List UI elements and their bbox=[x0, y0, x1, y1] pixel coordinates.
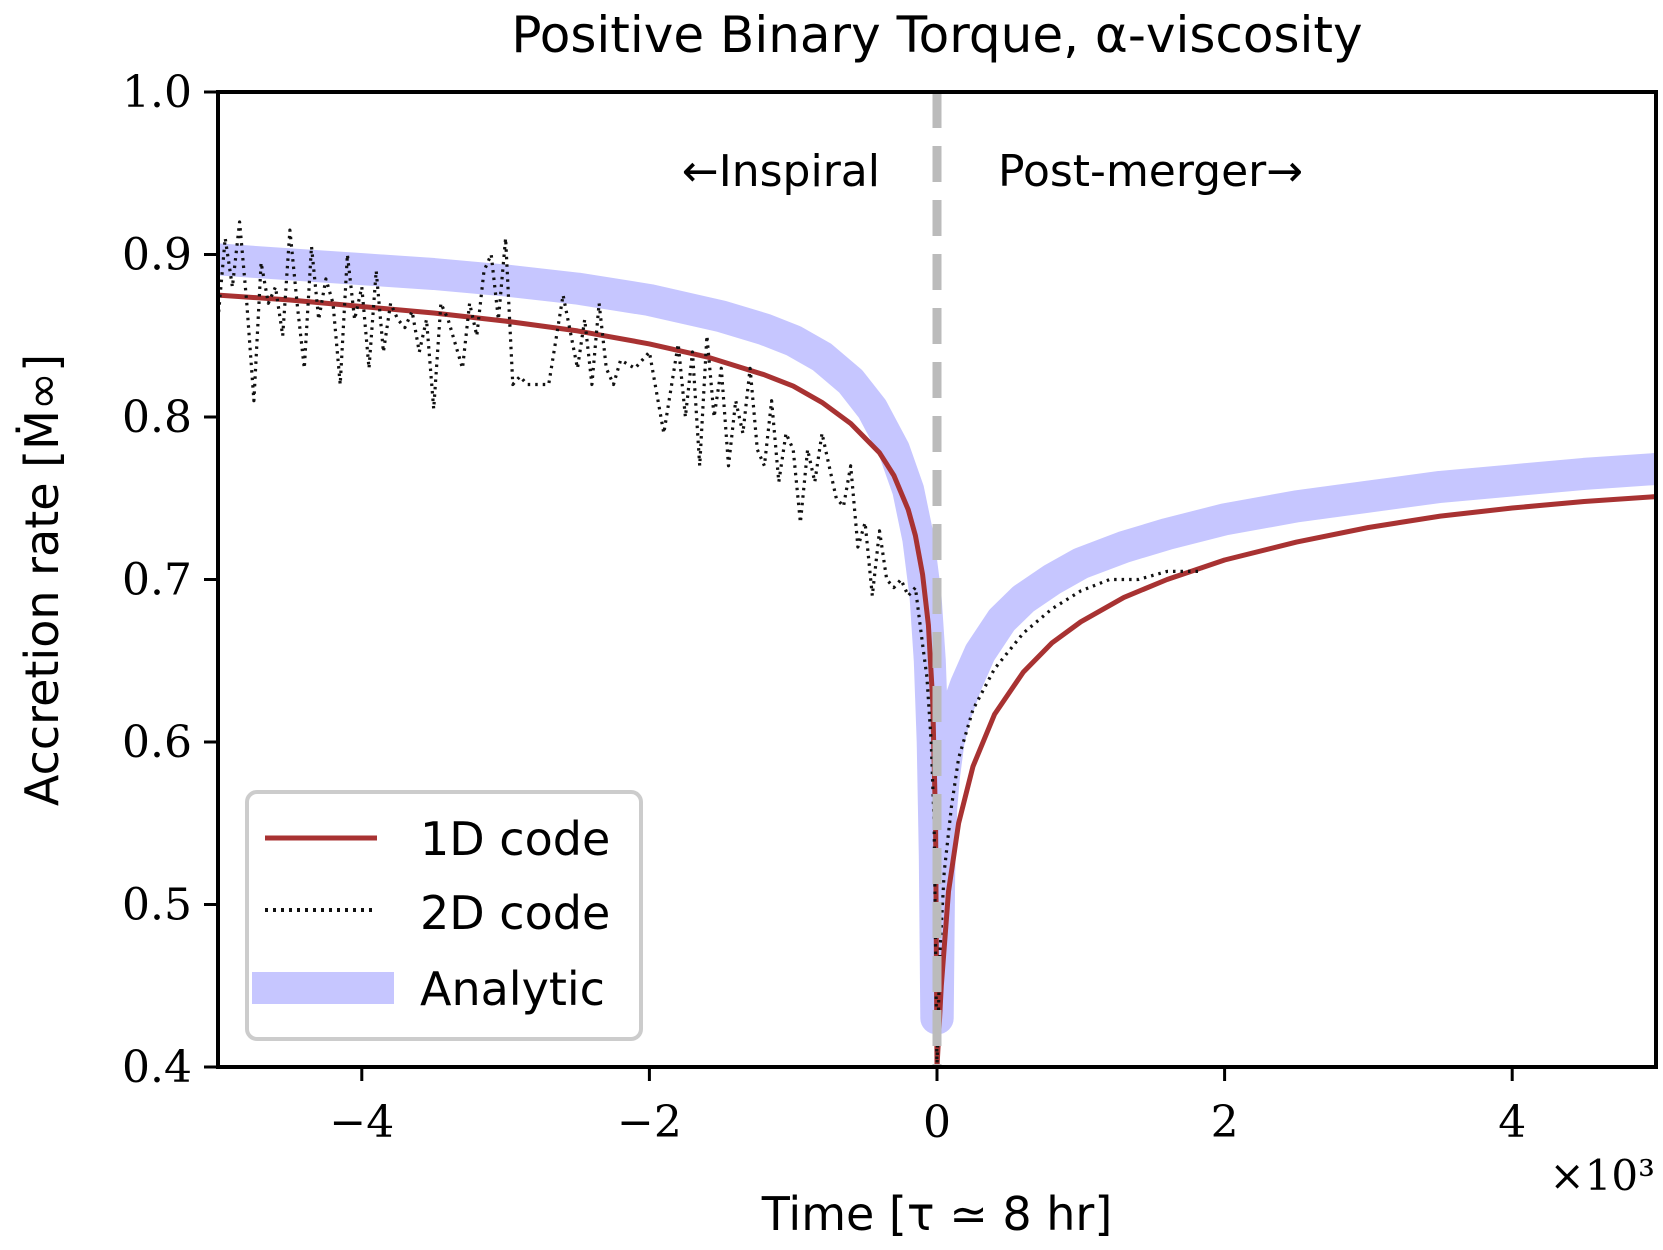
legend-label-1d: 1D code bbox=[420, 812, 610, 866]
y-tick-label: 1.0 bbox=[122, 67, 192, 118]
inspiral-annotation: ←Inspiral bbox=[682, 146, 880, 197]
x-ticks: −4 −2 0 2 4 bbox=[329, 1067, 1526, 1148]
chart-title: Positive Binary Torque, α-viscosity bbox=[511, 6, 1362, 64]
y-axis-label: Accretion rate [Ṁ∞] bbox=[15, 354, 69, 806]
y-ticks: 0.4 0.5 0.6 0.7 0.8 0.9 1.0 bbox=[122, 67, 218, 1093]
x-multiplier: ×10³ bbox=[1550, 1151, 1655, 1200]
legend-label-analytic: Analytic bbox=[420, 962, 605, 1016]
legend-label-2d: 2D code bbox=[420, 886, 610, 940]
y-tick-label: 0.7 bbox=[122, 555, 192, 606]
x-tick-label: −2 bbox=[617, 1097, 682, 1148]
y-tick-label: 0.4 bbox=[122, 1042, 192, 1093]
x-tick-label: 2 bbox=[1211, 1097, 1239, 1148]
y-tick-label: 0.8 bbox=[122, 392, 192, 443]
x-tick-label: 0 bbox=[923, 1097, 951, 1148]
x-tick-label: −4 bbox=[329, 1097, 394, 1148]
y-tick-label: 0.5 bbox=[122, 880, 192, 931]
x-tick-label: 4 bbox=[1498, 1097, 1526, 1148]
postmerger-annotation: Post-merger→ bbox=[998, 146, 1303, 197]
y-tick-label: 0.9 bbox=[122, 230, 192, 281]
y-tick-label: 0.6 bbox=[122, 717, 192, 768]
legend: 1D code 2D code Analytic bbox=[245, 790, 643, 1041]
x-axis-label: Time [τ ≃ 8 hr] bbox=[761, 1187, 1113, 1241]
